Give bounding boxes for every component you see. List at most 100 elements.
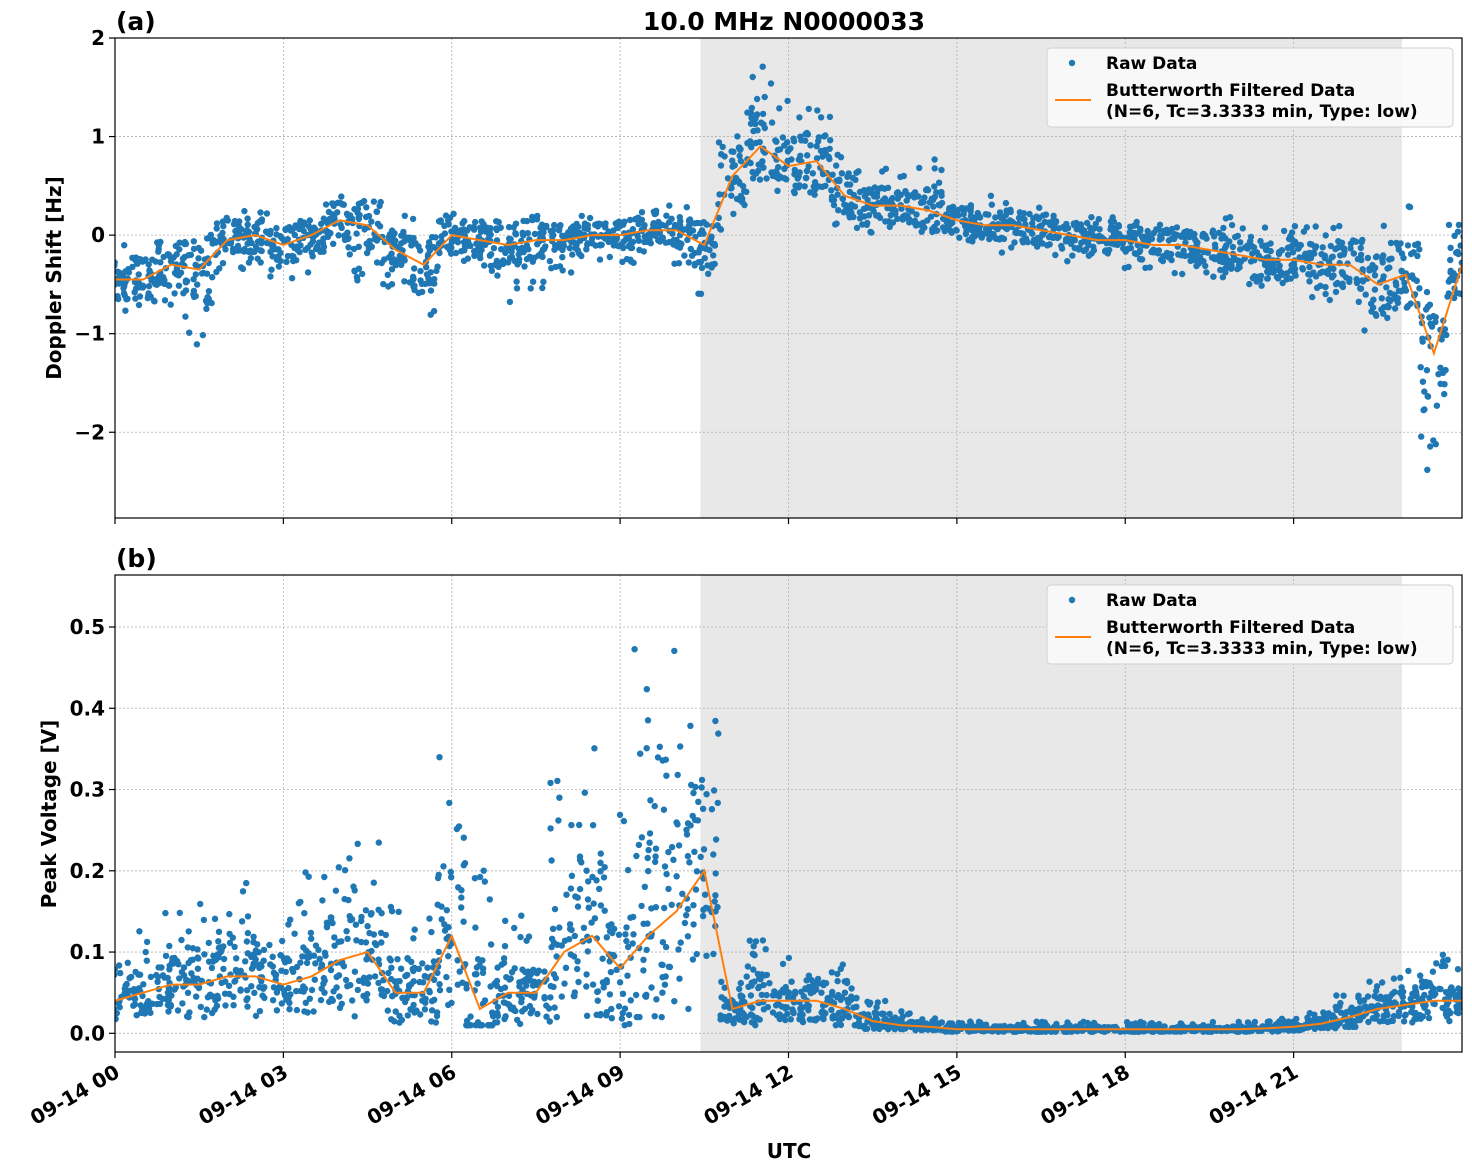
raw-point — [308, 935, 315, 942]
raw-point — [637, 750, 644, 757]
raw-point — [123, 296, 130, 303]
raw-point — [785, 989, 793, 996]
raw-point — [410, 967, 417, 975]
raw-point — [938, 192, 945, 199]
raw-point — [1380, 222, 1388, 229]
raw-point — [115, 962, 123, 969]
raw-point — [737, 197, 744, 204]
raw-point — [830, 1012, 838, 1019]
raw-point — [894, 215, 901, 222]
raw-point — [260, 946, 268, 954]
raw-point — [129, 263, 136, 271]
raw-point — [1173, 231, 1181, 239]
raw-point — [1274, 275, 1282, 282]
raw-point — [500, 999, 507, 1006]
raw-point — [1364, 254, 1372, 262]
raw-point — [809, 170, 816, 177]
raw-point — [647, 232, 654, 239]
x-tick-label: 09-14 09 — [531, 1060, 629, 1130]
raw-point — [167, 1001, 174, 1009]
raw-point — [853, 994, 860, 1002]
raw-point — [463, 1017, 471, 1024]
raw-point — [182, 240, 190, 248]
raw-point — [427, 287, 435, 294]
raw-point — [306, 953, 313, 961]
raw-point — [1410, 275, 1417, 282]
raw-point — [548, 265, 555, 272]
raw-point — [260, 957, 267, 964]
raw-point — [1318, 251, 1325, 258]
raw-point — [633, 852, 640, 860]
raw-point — [252, 1012, 260, 1020]
raw-point — [141, 257, 148, 264]
raw-point — [583, 867, 590, 874]
raw-point — [886, 1010, 893, 1018]
raw-point — [355, 265, 363, 272]
raw-point — [1181, 233, 1188, 241]
raw-point — [1437, 364, 1444, 371]
raw-point — [715, 214, 722, 222]
raw-point — [1090, 247, 1098, 254]
raw-point — [126, 987, 133, 994]
raw-point — [1445, 290, 1453, 297]
raw-point — [217, 948, 224, 956]
raw-point — [659, 961, 666, 969]
raw-point — [526, 1002, 534, 1010]
raw-point — [338, 224, 345, 231]
raw-point — [170, 960, 177, 967]
raw-point — [1289, 241, 1297, 248]
raw-point — [410, 234, 417, 242]
raw-point — [1046, 241, 1053, 248]
raw-point — [351, 968, 359, 975]
raw-point — [663, 870, 670, 878]
raw-point — [1426, 314, 1433, 321]
raw-point — [873, 1004, 880, 1011]
raw-point — [245, 248, 253, 256]
raw-point — [691, 848, 698, 855]
raw-point — [933, 189, 940, 196]
raw-point — [749, 73, 756, 81]
raw-point — [467, 1013, 474, 1020]
raw-point — [744, 963, 752, 970]
raw-point — [760, 1006, 768, 1013]
raw-point — [122, 268, 129, 275]
raw-point — [585, 878, 592, 885]
raw-point — [1342, 274, 1350, 281]
raw-point — [525, 933, 533, 940]
raw-point — [370, 879, 377, 886]
raw-point — [1261, 224, 1269, 231]
raw-point — [297, 898, 304, 906]
raw-point — [394, 978, 401, 985]
raw-point — [684, 905, 691, 913]
raw-point — [814, 107, 821, 114]
raw-point — [386, 955, 393, 962]
x-axis-label: UTC — [767, 1139, 812, 1163]
raw-point — [1469, 296, 1472, 302]
raw-point — [464, 255, 472, 262]
raw-point — [714, 799, 721, 807]
raw-point — [606, 958, 613, 965]
raw-point — [828, 1006, 835, 1014]
raw-point — [344, 935, 351, 942]
raw-point — [626, 1020, 633, 1028]
raw-point — [186, 329, 193, 336]
raw-point — [1337, 999, 1344, 1007]
raw-point — [640, 956, 647, 963]
raw-point — [1437, 380, 1444, 387]
raw-point — [362, 939, 370, 946]
raw-point — [521, 263, 528, 270]
raw-point — [179, 260, 186, 267]
raw-point — [1324, 270, 1332, 278]
raw-point — [1385, 296, 1392, 303]
raw-point — [1409, 990, 1416, 998]
raw-point — [1426, 994, 1433, 1002]
raw-point — [575, 978, 582, 986]
raw-point — [905, 193, 912, 200]
raw-point — [243, 987, 251, 994]
raw-point — [345, 244, 352, 251]
raw-point — [258, 978, 265, 985]
raw-point — [407, 1006, 414, 1013]
raw-point — [589, 981, 597, 988]
raw-point — [1458, 259, 1462, 266]
